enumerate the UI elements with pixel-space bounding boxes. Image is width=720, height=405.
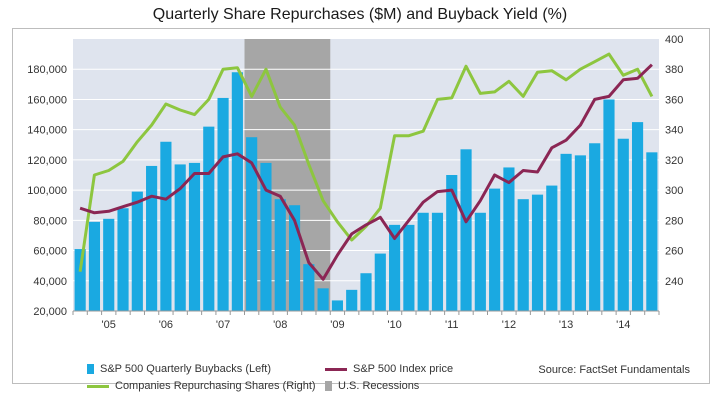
buyback-bar xyxy=(88,221,101,311)
buyback-bar xyxy=(103,218,115,311)
buyback-bar xyxy=(617,138,629,311)
buyback-bar xyxy=(589,143,601,311)
buyback-bar xyxy=(460,149,472,311)
left-tick-label: 140,000 xyxy=(27,125,67,137)
x-tick-label: '06 xyxy=(159,319,173,331)
buyback-bar xyxy=(417,212,429,311)
left-tick-label: 20,000 xyxy=(33,306,67,318)
buyback-bar xyxy=(346,289,358,311)
x-tick-label: '10 xyxy=(387,319,401,331)
left-tick-label: 160,000 xyxy=(27,94,67,106)
chart-frame: 20,000 40,000 60,000 80,000 100,000 120,000 14… xyxy=(12,28,710,392)
right-tick-label: 380 xyxy=(665,64,683,76)
legend: S&P 500 Quarterly Buybacks (Left) S&P 50… xyxy=(87,363,697,403)
buyback-bar xyxy=(446,175,458,311)
x-tick-label: '11 xyxy=(445,319,459,331)
buyback-bar xyxy=(188,162,201,311)
buyback-bar xyxy=(217,97,229,311)
buyback-bar xyxy=(317,288,329,311)
buyback-bar xyxy=(160,141,172,311)
index-price-line xyxy=(79,63,653,281)
buyback-bars xyxy=(74,72,658,312)
x-tick-label: '07 xyxy=(216,319,230,331)
legend-item-companies: Companies Repurchasing Shares (Right) xyxy=(87,380,316,392)
legend-item-recessions: U.S. Recessions xyxy=(325,380,419,392)
left-tick-label: 80,000 xyxy=(33,215,67,227)
legend-swatch-buybacks xyxy=(87,364,94,374)
left-tick-label: 60,000 xyxy=(33,246,67,258)
buyback-bar xyxy=(431,212,444,311)
buyback-bar xyxy=(560,153,572,311)
legend-swatch-companies xyxy=(87,384,109,388)
x-tick-label: '05 xyxy=(102,319,116,331)
legend-label-buybacks: S&P 500 Quarterly Buybacks (Left) xyxy=(100,363,271,375)
legend-label-companies: Companies Repurchasing Shares (Right) xyxy=(115,380,316,392)
buyback-bar xyxy=(631,122,644,311)
right-tick-label: 320 xyxy=(665,155,683,167)
legend-label-index: S&P 500 Index price xyxy=(353,363,454,375)
buyback-bar xyxy=(546,185,558,311)
buyback-bar xyxy=(603,99,615,311)
right-tick-label: 360 xyxy=(665,94,683,106)
legend-swatch-index xyxy=(325,367,347,371)
source-note: Source: FactSet Fundamentals xyxy=(538,364,690,376)
axes-layer: 20,000 40,000 60,000 80,000 100,000 120,000 14… xyxy=(27,34,683,331)
buyback-bar xyxy=(260,162,272,311)
buyback-bar xyxy=(274,199,286,311)
buyback-bar xyxy=(174,164,186,311)
legend-item-buybacks: S&P 500 Quarterly Buybacks (Left) xyxy=(87,363,271,375)
x-tick-label: '08 xyxy=(273,319,287,331)
buyback-bar xyxy=(403,224,415,311)
buyback-bar xyxy=(74,249,86,311)
buyback-bar xyxy=(117,208,129,311)
x-tick-label: '13 xyxy=(559,319,573,331)
line-series xyxy=(78,52,654,281)
x-tick-label: '09 xyxy=(330,319,344,331)
buyback-bar xyxy=(303,264,315,311)
buyback-bar xyxy=(517,199,529,311)
right-tick-label: 400 xyxy=(665,34,683,46)
legend-swatch-recessions xyxy=(325,381,332,391)
x-tick-label: '12 xyxy=(502,319,516,331)
buyback-bar xyxy=(531,194,544,311)
buyback-bar xyxy=(331,300,343,311)
right-tick-label: 240 xyxy=(665,276,683,288)
buyback-bar xyxy=(131,191,143,311)
buyback-bar xyxy=(360,273,372,311)
buyback-bar xyxy=(489,188,501,311)
buyback-bar xyxy=(203,126,215,312)
right-tick-label: 340 xyxy=(665,125,683,137)
chart-svg: 20,000 40,000 60,000 80,000 100,000 120,000 14… xyxy=(27,34,683,331)
right-tick-label: 300 xyxy=(665,185,683,197)
buyback-bar xyxy=(574,155,586,311)
right-tick-label: 260 xyxy=(665,246,683,258)
buyback-bar xyxy=(389,224,401,311)
buyback-bar xyxy=(646,152,658,311)
legend-item-index: S&P 500 Index price xyxy=(325,363,453,375)
buyback-bar xyxy=(288,205,301,311)
chart-title: Quarterly Share Repurchases ($M) and Buy… xyxy=(152,6,568,23)
right-tick-label: 280 xyxy=(665,215,683,227)
left-tick-label: 120,000 xyxy=(27,155,67,167)
buyback-bar xyxy=(231,72,243,311)
buyback-bar xyxy=(146,165,158,311)
left-tick-label: 180,000 xyxy=(27,64,67,76)
x-tick-label: '14 xyxy=(616,319,630,331)
left-tick-label: 40,000 xyxy=(33,276,67,288)
buyback-bar xyxy=(474,212,486,311)
legend-label-recessions: U.S. Recessions xyxy=(338,380,420,392)
buyback-bar xyxy=(374,253,386,311)
buyback-bar xyxy=(503,167,515,311)
left-tick-label: 100,000 xyxy=(27,185,67,197)
buyback-bar xyxy=(246,137,258,311)
